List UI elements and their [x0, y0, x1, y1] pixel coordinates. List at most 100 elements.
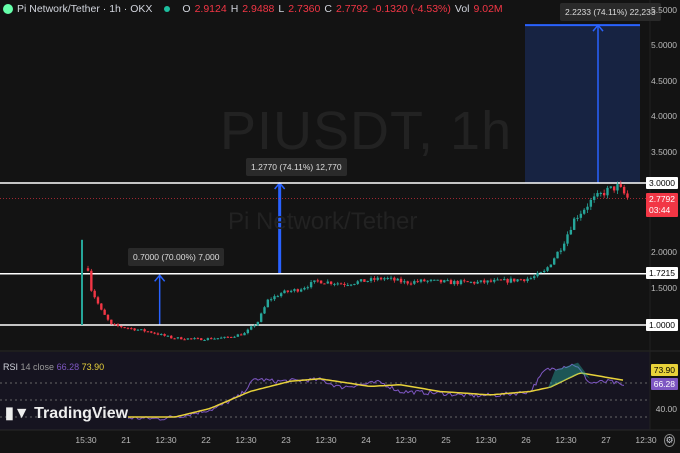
candle-body [180, 337, 183, 340]
candle-body [133, 328, 136, 331]
candle-body [126, 327, 130, 329]
candle-body [123, 327, 126, 329]
measure-label-1[interactable]: 0.7000 (70.00%) 7,000 [128, 248, 225, 266]
level-label-3: 3.0000 [646, 177, 678, 189]
candle-body [286, 290, 289, 292]
settings-icon[interactable]: ⚙ [664, 434, 675, 447]
candle-body [456, 280, 459, 285]
candle-body [609, 186, 613, 188]
price-tick: 5.0000 [651, 40, 677, 50]
candle-body [233, 336, 236, 338]
time-tick: 21 [121, 435, 131, 445]
time-tick: 24 [361, 435, 371, 445]
high-label: H [230, 3, 239, 15]
candle-body [426, 280, 429, 282]
candle-body [429, 279, 433, 281]
candle-body [269, 299, 273, 301]
candle-body [156, 333, 160, 335]
candle-body [316, 280, 319, 282]
candle-body [453, 280, 456, 285]
candle-body [146, 331, 150, 333]
price-tick: 5.5000 [651, 5, 677, 15]
time-tick: 12:30 [315, 435, 337, 445]
candle-body [459, 280, 463, 285]
candle-body [336, 283, 339, 285]
candle-body [210, 338, 213, 340]
candle-body [106, 314, 110, 320]
candle-body [562, 243, 566, 251]
time-tick: 12:30 [155, 435, 177, 445]
watermark-name: Pi Network/Tether [228, 208, 418, 235]
high-value: 2.9488 [242, 3, 275, 15]
candle-body [463, 280, 466, 282]
candle-body [576, 217, 579, 219]
candle-body [553, 258, 556, 265]
candle-body [116, 324, 120, 326]
candle-body [446, 280, 449, 282]
last-price-label: 2.7792 03:44 [646, 193, 678, 217]
rsi-legend[interactable]: RSI 14 close 66.28 73.90 [3, 362, 104, 372]
candle-body [183, 339, 186, 341]
candle-body [299, 289, 303, 292]
time-tick: 12:30 [635, 435, 657, 445]
candle-body [559, 250, 563, 252]
candle-body [349, 284, 353, 286]
candle-body [190, 338, 193, 340]
candle-body [120, 325, 123, 328]
candle-body [486, 280, 489, 283]
candle-body [253, 325, 256, 327]
candle-body [619, 184, 622, 187]
candle-body [433, 279, 436, 281]
candle-body [586, 206, 589, 210]
candle-body [236, 334, 240, 337]
volume-label: Vol [454, 3, 470, 15]
rsi-ma-axis-label: 73.90 [650, 364, 678, 376]
candle-body [443, 280, 446, 283]
candle-body [379, 277, 383, 280]
candle-body [256, 321, 260, 326]
candle-body [513, 278, 516, 282]
measure-label-3[interactable]: 2.2233 (74.11%) 22,233 [560, 3, 661, 21]
candle-body [526, 278, 529, 282]
candle-body [393, 277, 396, 281]
candle-body [596, 193, 599, 197]
candle-body [306, 287, 309, 289]
candle-body [259, 313, 263, 322]
measure-label-2[interactable]: 1.2770 (74.11%) 12,770 [246, 158, 347, 176]
rsi-overbought-fill [548, 362, 590, 389]
candle-body [572, 218, 576, 230]
candle-body [283, 290, 286, 294]
tradingview-logo: ▮▼ TradingView [5, 403, 128, 423]
candle-body [303, 287, 306, 290]
candle-body [186, 338, 190, 340]
candle-body [483, 280, 486, 283]
close-label: C [324, 3, 332, 15]
candle-body [616, 184, 619, 191]
candle-body [579, 213, 583, 218]
candle-body [523, 279, 526, 282]
candle-body [226, 336, 230, 338]
candle-body [399, 278, 403, 283]
candle-body [466, 281, 469, 283]
candle-body [356, 281, 359, 284]
symbol-title[interactable]: Pi Network/Tether · 1h · OKX [17, 3, 153, 15]
candle-body [396, 278, 399, 281]
rsi-tick: 40.00 [655, 404, 677, 414]
measure-range-box [525, 25, 640, 183]
branding-text: TradingView [34, 405, 129, 422]
rsi-value: 66.28 [56, 362, 80, 372]
candle-body [153, 332, 156, 334]
tv-logo-icon: ▮▼ [5, 405, 35, 422]
candle-body [359, 279, 363, 282]
time-tick: 22 [201, 435, 211, 445]
candle-body [273, 296, 276, 300]
candle-body [266, 299, 270, 308]
price-tick: 3.5000 [651, 147, 677, 157]
candle-body [263, 307, 266, 314]
candle-body [473, 281, 476, 284]
candle-body [602, 192, 606, 196]
watermark-ticker: PIUSDT, 1h [220, 101, 513, 161]
candle-body [363, 279, 366, 282]
open-value: 2.9124 [194, 3, 227, 15]
